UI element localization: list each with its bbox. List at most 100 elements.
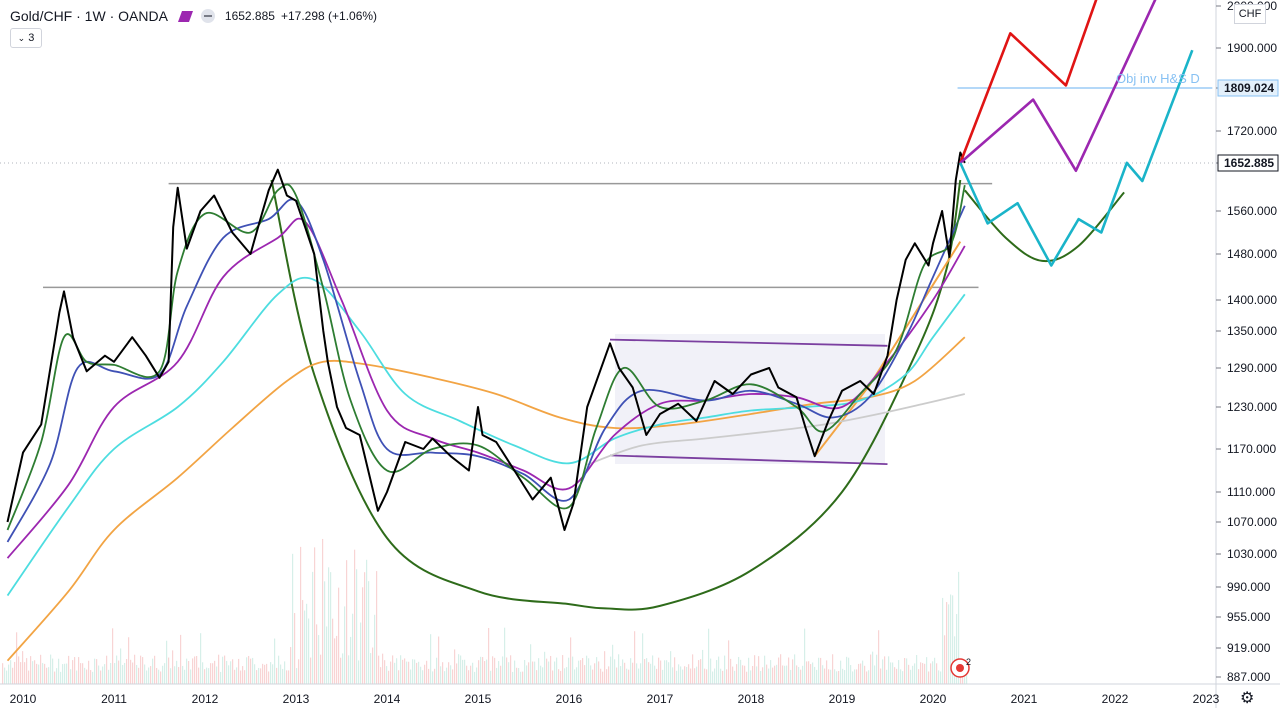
volume-bar: [628, 669, 630, 684]
volume-bar: [328, 567, 330, 684]
volume-bar: [552, 670, 554, 684]
channel-bottom-line[interactable]: [609, 454, 888, 465]
volume-bar: [768, 668, 770, 684]
volume-bar: [596, 657, 598, 684]
volume-bar: [568, 657, 570, 684]
volume-bar: [958, 571, 960, 684]
volume-bar: [864, 665, 866, 684]
time-axis[interactable]: 2010 2011 2012 2013 2014 2015 2016 2017 2018 2019…: [10, 692, 1220, 706]
volume-bar: [772, 667, 774, 684]
volume-bar: [566, 667, 568, 684]
volume-bar: [656, 668, 658, 684]
volume-bar: [882, 659, 884, 684]
volume-bar: [678, 664, 680, 684]
volume-bar: [692, 654, 694, 684]
price-tick-label: 1480.000: [1227, 247, 1277, 261]
event-marker[interactable]: 2: [950, 657, 971, 678]
volume-bar: [420, 666, 422, 684]
volume-bar: [926, 657, 928, 684]
volume-bar: [172, 650, 174, 684]
gear-icon[interactable]: ⚙: [1240, 690, 1255, 707]
volume-bar: [100, 670, 102, 684]
volume-bar: [24, 662, 26, 684]
minus-icon[interactable]: [200, 9, 215, 23]
volume-bar: [770, 660, 772, 684]
volume-bar: [362, 587, 364, 684]
volume-bar: [152, 658, 154, 684]
volume-bar: [364, 572, 366, 684]
volume-bar: [74, 657, 76, 684]
volume-bar: [22, 651, 24, 684]
volume-bar: [238, 658, 240, 684]
volume-bar: [120, 648, 122, 684]
volume-bar: [116, 655, 118, 684]
volume-bar: [852, 671, 854, 684]
volume-bar: [366, 559, 368, 684]
volume-bar: [652, 655, 654, 684]
volume-bar: [232, 659, 234, 684]
projection-path[interactable]: [959, 0, 1098, 164]
volume-bar: [932, 661, 934, 684]
volume-bar: [434, 668, 436, 684]
volume-bar: [534, 661, 536, 684]
volume-bar: [78, 657, 80, 684]
price-axis[interactable]: 2000.0001900.0001809.0241720.0001652.885…: [1216, 0, 1279, 684]
volume-bar: [476, 667, 478, 684]
symbol-color-flag-icon[interactable]: [177, 10, 193, 22]
volume-bar: [716, 660, 718, 684]
volume-bar: [50, 654, 52, 684]
volume-bar: [570, 637, 572, 684]
volume-bar: [722, 670, 724, 684]
volume-bar: [730, 658, 732, 684]
volume-bar: [20, 662, 22, 684]
volume-bar: [614, 659, 616, 684]
volume-bar: [644, 659, 646, 684]
volume-bar: [384, 660, 386, 684]
volume-bar: [278, 655, 280, 684]
volume-bar: [786, 665, 788, 684]
projection-path[interactable]: [959, 49, 1194, 267]
volume-bar: [370, 653, 372, 684]
volume-bar: [304, 610, 306, 684]
volume-bar: [636, 663, 638, 684]
volume-bar: [260, 668, 262, 684]
volume-bar: [38, 664, 40, 684]
cup-curve[interactable]: [270, 179, 962, 611]
volume-bar: [514, 660, 516, 684]
volume-bar: [812, 662, 814, 684]
volume-bar: [198, 667, 200, 684]
volume-bar: [902, 671, 904, 684]
channel-top-line[interactable]: [609, 338, 888, 347]
time-tick-label: 2016: [556, 692, 583, 706]
volume-bar: [84, 667, 86, 684]
symbol-title[interactable]: Gold/CHF · 1W · OANDA: [10, 8, 168, 24]
volume-bar: [208, 668, 210, 684]
volume-bar: [444, 671, 446, 684]
price-tick-label: 1070.000: [1227, 515, 1277, 529]
volume-bar: [266, 663, 268, 684]
volume-bar: [346, 560, 348, 684]
volume-bar: [918, 669, 920, 684]
volume-bar: [122, 664, 124, 684]
volume-bar: [462, 659, 464, 684]
indicators-toggle[interactable]: ⌄ 3: [10, 28, 42, 48]
volume-bar: [754, 655, 756, 684]
volume-bar: [92, 671, 94, 684]
projection-path[interactable]: [959, 0, 1157, 172]
volume-bar: [788, 657, 790, 684]
currency-label[interactable]: CHF: [1234, 4, 1266, 24]
volume-bar: [688, 664, 690, 684]
volume-bar: [648, 662, 650, 684]
volume-bar: [764, 655, 766, 684]
volume-bar: [746, 671, 748, 684]
volume-bar: [564, 668, 566, 684]
volume-bar: [674, 657, 676, 684]
volume-bar: [572, 656, 574, 684]
volume-bar: [160, 671, 162, 684]
volume-bar: [380, 667, 382, 684]
volume-bar: [822, 665, 824, 684]
volume-bar: [250, 658, 252, 684]
volume-bar: [80, 663, 82, 684]
volume-bar: [10, 660, 12, 684]
